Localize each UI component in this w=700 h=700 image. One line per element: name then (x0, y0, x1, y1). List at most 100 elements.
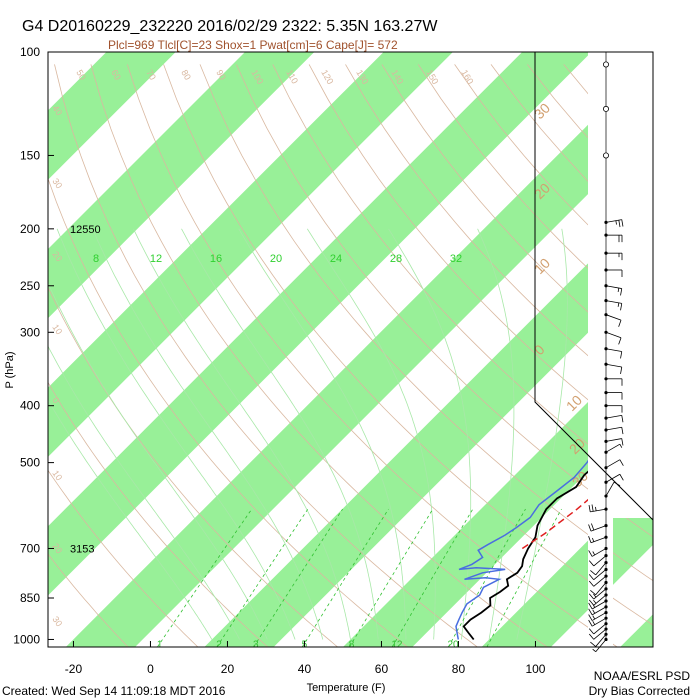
wind-barb-flag (619, 459, 624, 466)
wind-barb-shaft (591, 548, 607, 557)
dry-adiabat-label: 80 (179, 68, 193, 82)
mixing-ratio-label: 1 (157, 639, 163, 650)
dry-adiabat-left-label: 10 (50, 468, 64, 482)
wind-barb-half (593, 593, 597, 598)
moist-adiabat-line (238, 228, 407, 640)
mixing-ratio-line (302, 508, 389, 647)
mixing-ratio-line (349, 508, 434, 647)
y-tick-label: 300 (20, 325, 40, 339)
wind-barb-shaft (605, 363, 622, 368)
dry-adiabat-left-label: 20 (50, 541, 64, 555)
wind-barb-flag (588, 602, 593, 610)
wind-barb-half (592, 615, 596, 620)
moist-adiabat-line (92, 228, 324, 640)
dry-adiabat-line (48, 553, 129, 647)
wind-barb-flag (588, 574, 595, 580)
wind-barb-shaft (595, 634, 607, 647)
wind-barb-flag (591, 523, 595, 531)
wind-barb-shaft (605, 414, 622, 419)
dry-adiabat-line (199, 64, 653, 582)
credit-noaa: NOAA/ESRL PSD (594, 669, 691, 683)
x-tick-label: 80 (452, 662, 466, 676)
wind-barb-shaft (595, 562, 607, 576)
wind-barb-shaft (590, 525, 607, 532)
wind-barb-flag (588, 633, 595, 640)
dry-adiabat-left-label: 0 (50, 395, 61, 405)
wind-barb-half (595, 506, 597, 511)
wind-barb-shaft (605, 348, 622, 352)
mixing-ratio-line (391, 508, 474, 647)
y-tick-label: 400 (20, 399, 40, 413)
mixing-ratio-line (157, 508, 253, 647)
dry-adiabat-line (381, 64, 653, 369)
wind-barb-flag (618, 220, 621, 228)
moist-adiabat-line (477, 228, 515, 640)
dry-adiabat-label: 50 (74, 68, 88, 82)
isotherm-band (343, 337, 653, 647)
dry-adiabat-line (54, 64, 479, 647)
wind-barb-half (592, 609, 596, 614)
wind-barb-flag (613, 481, 621, 487)
wind-barb-flag (588, 536, 592, 543)
mixing-ratio-label: 12 (391, 639, 403, 650)
plot-frame (47, 51, 654, 648)
wind-barb-flag (621, 219, 624, 227)
wind-barb-flag (588, 599, 595, 606)
temperature-line (462, 382, 653, 641)
wind-barb-flag (618, 320, 622, 327)
wind-barb-flag (588, 524, 592, 532)
wind-barb-shaft (605, 331, 622, 339)
wind-barb-flag (588, 608, 593, 616)
y-tick-label: 100 (20, 45, 40, 59)
wind-barb-flag (588, 504, 591, 512)
isotherm-band (48, 52, 315, 319)
x-tick-label: 40 (298, 662, 312, 676)
wind-barb-shaft (591, 612, 607, 621)
isotherm-band (620, 614, 653, 647)
dewpoint-line (455, 351, 653, 640)
dry-adiabat-label: 90 (214, 68, 228, 82)
dry-adiabat-line (48, 381, 269, 647)
dry-adiabat-line (126, 64, 618, 647)
moist-adiabat-line (181, 228, 379, 640)
isotherm-band (48, 52, 592, 596)
dry-adiabat-line (272, 64, 653, 495)
wind-barb-shaft (593, 623, 607, 635)
mixing-ratio-top-label: 12 (150, 253, 162, 265)
wind-barb-shaft (593, 575, 607, 587)
wind-barb-shaft (591, 606, 607, 616)
moist-adiabat-line (388, 228, 472, 640)
wind-barb-half (592, 537, 595, 542)
wind-barb-shaft (593, 569, 607, 581)
mixing-ratio-top-label: 8 (93, 253, 99, 265)
wind-calm-marker (603, 105, 610, 112)
wind-barb-flag (590, 641, 596, 647)
mixing-ratio-top-label: 32 (450, 253, 462, 265)
moist-adiabat-line (133, 228, 351, 640)
wind-barb-flag (620, 366, 623, 374)
wind-barb-flag (619, 474, 624, 481)
wind-barb-flag (620, 288, 623, 296)
wind-barb-flag (621, 438, 624, 446)
isotherm-band (48, 52, 453, 457)
wind-barb-flag (620, 351, 623, 359)
dry-adiabat-line (163, 64, 653, 626)
wind-barb-flag (588, 614, 593, 621)
wind-barb-half (592, 621, 596, 625)
mixing-ratio-line (486, 508, 562, 647)
isotherm-band (65, 59, 653, 647)
wind-barb-half (593, 600, 597, 604)
wind-barb-shaft (593, 555, 607, 567)
height-label: 3153 (70, 543, 94, 555)
y-tick-label: 850 (20, 591, 40, 605)
dry-adiabat-line (48, 177, 409, 647)
x-tick-label: -20 (65, 662, 83, 676)
dry-adiabat-left-label: 30 (50, 614, 64, 628)
mixing-ratio-label: 2 (216, 639, 222, 650)
mixing-ratio-label: 20 (447, 639, 459, 650)
y-tick-label: 150 (20, 148, 40, 162)
dry-adiabat-left-label: 40 (50, 103, 64, 117)
y-tick-label: 700 (20, 541, 40, 555)
wind-barb-half (592, 551, 596, 556)
